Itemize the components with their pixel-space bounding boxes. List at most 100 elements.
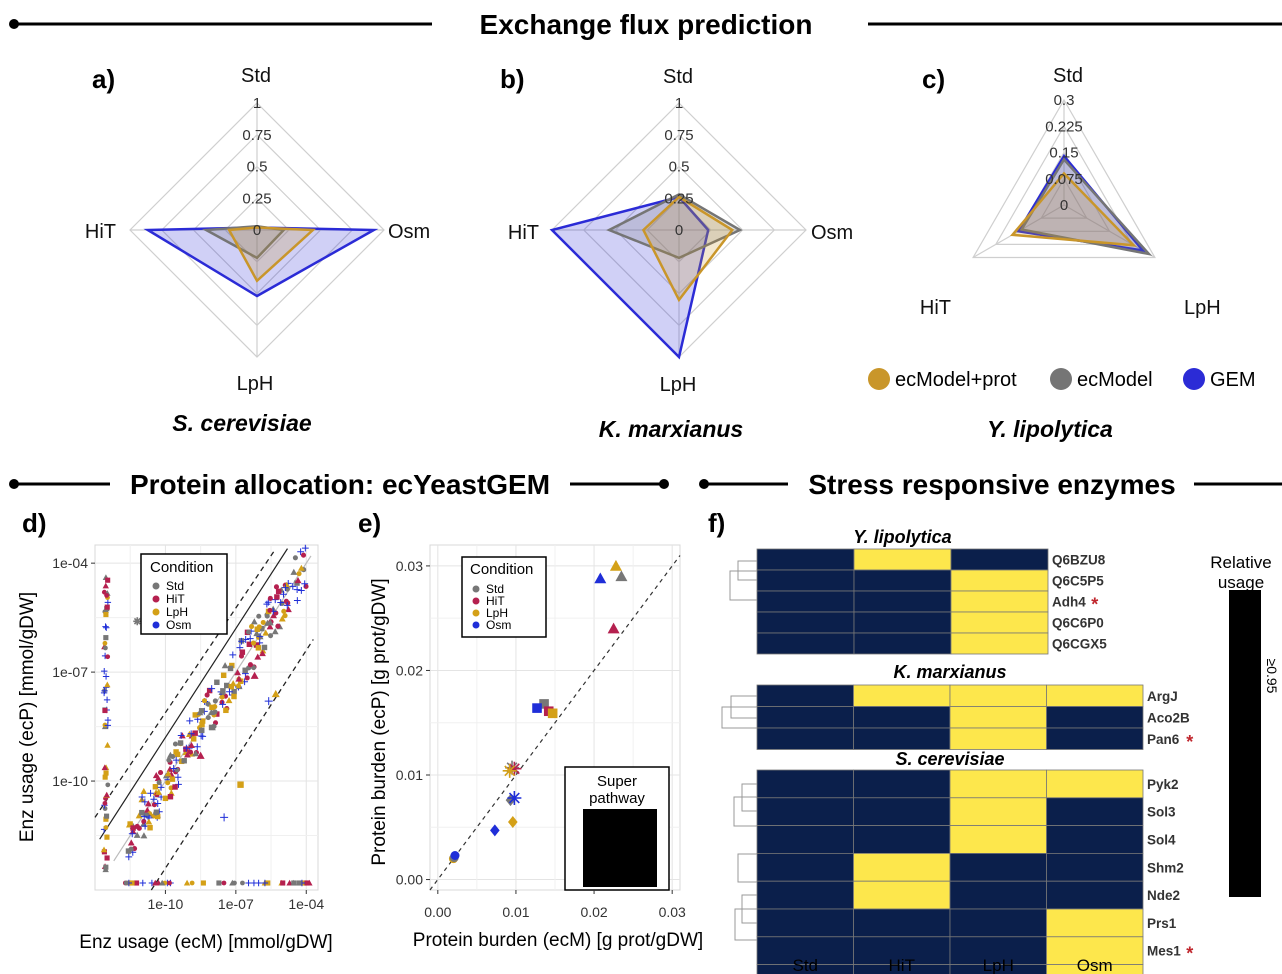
scatter-point bbox=[139, 809, 145, 816]
heatmap-row-label: Q6C5P5 bbox=[1052, 574, 1104, 589]
radar-tick-label: 0.75 bbox=[242, 127, 271, 144]
heatmap-cell bbox=[756, 590, 855, 613]
legend-swatch bbox=[152, 621, 160, 629]
x-tick-label: 1e-07 bbox=[218, 896, 254, 912]
scatter-point bbox=[157, 783, 165, 791]
scatter-point bbox=[102, 673, 110, 680]
scatter-point bbox=[260, 619, 266, 626]
scatter-point bbox=[219, 699, 225, 705]
scatter-point bbox=[199, 732, 207, 740]
scatter-point bbox=[182, 744, 190, 752]
heatmap-row-label: Mes1 bbox=[1147, 944, 1181, 959]
radar-axis-label: LpH bbox=[237, 373, 274, 395]
header-protein-title: Protein allocation: ecYeastGEM bbox=[130, 469, 550, 500]
scatter-point bbox=[255, 879, 262, 887]
scatter-point bbox=[273, 584, 280, 590]
scatter-point bbox=[212, 698, 218, 704]
heatmap-row-label: Aro2 bbox=[1147, 972, 1178, 974]
heatmap-cell bbox=[949, 797, 1047, 826]
scatter-point bbox=[297, 564, 305, 571]
heatmap-cell bbox=[950, 632, 1049, 655]
heatmap-cell bbox=[1046, 727, 1144, 750]
scatter-point bbox=[278, 615, 286, 622]
scatter-point bbox=[227, 665, 234, 672]
scatter-point bbox=[286, 879, 293, 886]
legend-label: Std bbox=[166, 579, 184, 593]
heatmap-column-label: LpH bbox=[983, 956, 1014, 974]
heatmap-cell bbox=[949, 727, 1047, 750]
scatter-point bbox=[223, 707, 229, 714]
scatter-point bbox=[200, 880, 206, 886]
heatmap-row-label: Prs1 bbox=[1147, 916, 1177, 931]
radar-grid bbox=[972, 98, 1156, 259]
header-stress: Stress responsive enzymes bbox=[699, 469, 1282, 500]
heatmap-cell bbox=[756, 706, 854, 729]
scatter-point bbox=[123, 880, 129, 886]
burden-point bbox=[615, 570, 628, 582]
heatmap-cell bbox=[949, 880, 1047, 910]
legend-label: GEM bbox=[1210, 369, 1256, 391]
y-tick-label: 0.02 bbox=[396, 662, 423, 678]
heatmap-cell bbox=[1046, 769, 1144, 799]
radar-series-ecmodel-prot bbox=[1009, 171, 1137, 247]
x-tick-label: 0.02 bbox=[580, 904, 607, 920]
dendrogram-branch bbox=[734, 908, 757, 941]
scatter-point bbox=[300, 552, 307, 558]
radar-series-ecmodel-prot bbox=[641, 195, 735, 303]
legend-title: usage bbox=[1218, 573, 1264, 592]
scatter-point bbox=[181, 758, 187, 764]
scatter-point bbox=[199, 727, 205, 734]
heatmap-cell bbox=[853, 548, 952, 571]
heatmap-cell bbox=[950, 611, 1049, 634]
scatter-point bbox=[145, 818, 153, 825]
scatter-point bbox=[138, 793, 146, 801]
scatter-point bbox=[104, 604, 110, 610]
scatter-point bbox=[102, 806, 108, 811]
heatmap-cell bbox=[949, 853, 1047, 882]
scatter-point bbox=[221, 662, 229, 669]
burden-point bbox=[607, 622, 620, 634]
scatter-point bbox=[183, 751, 191, 758]
legend-swatch bbox=[1183, 368, 1205, 390]
scatter-point bbox=[214, 711, 220, 717]
scatter-point bbox=[154, 774, 162, 781]
scatter-point bbox=[104, 741, 111, 748]
heatmap-column-label: HiT bbox=[889, 956, 915, 974]
radar-chart-y-lipolytica: 0.3 0.225 0.15 0.075 0 Std LpH HiT c) Y. lipolyti… bbox=[920, 64, 1221, 442]
scatter-point bbox=[190, 736, 197, 742]
scatter-point bbox=[240, 880, 245, 886]
scatter-point bbox=[177, 740, 184, 746]
scatter-point bbox=[275, 623, 281, 629]
scatter-point bbox=[216, 880, 222, 886]
radar-tick-label: 0.25 bbox=[664, 190, 693, 207]
scatter-point bbox=[152, 784, 159, 790]
heatmap-row-label: Sol4 bbox=[1147, 833, 1176, 848]
scatter-point bbox=[292, 555, 298, 561]
scatter-point bbox=[261, 879, 269, 887]
species-title: S. cerevisiae bbox=[172, 410, 312, 436]
legend-swatch bbox=[152, 595, 160, 603]
burden-point bbox=[547, 708, 558, 719]
burden-point bbox=[490, 824, 500, 837]
scatter-point bbox=[206, 687, 213, 694]
burden-point bbox=[609, 559, 622, 571]
radar-tick-label: 0.75 bbox=[664, 127, 693, 144]
scatter-point bbox=[285, 605, 292, 613]
scatter-point bbox=[151, 802, 157, 808]
heatmap-cell bbox=[1046, 706, 1144, 729]
legend-swatch bbox=[152, 608, 160, 616]
heatmap-cell bbox=[949, 936, 1047, 965]
legend-bar bbox=[1229, 590, 1261, 897]
scatter-point bbox=[147, 789, 154, 797]
scatter-point bbox=[263, 600, 271, 608]
heatmap-cell bbox=[853, 706, 951, 729]
scatter-point bbox=[277, 599, 285, 606]
heatmap-row-label: Pan6 bbox=[1147, 732, 1180, 747]
scatter-point bbox=[281, 608, 287, 614]
scatter-point bbox=[283, 601, 291, 609]
scatter-point bbox=[133, 880, 140, 886]
scatter-point bbox=[245, 879, 252, 887]
scatter-point bbox=[271, 628, 279, 635]
scatter-point bbox=[141, 798, 149, 806]
